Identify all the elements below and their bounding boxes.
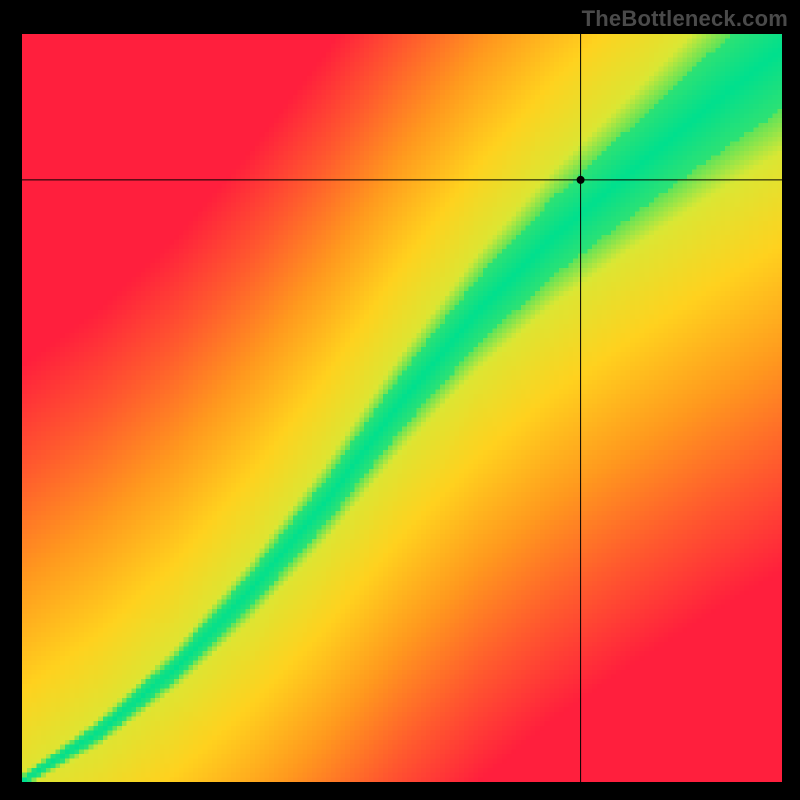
watermark-text: TheBottleneck.com xyxy=(582,6,788,32)
chart-container: { "meta": { "watermark_text": "TheBottle… xyxy=(0,0,800,800)
bottleneck-heatmap xyxy=(22,34,782,782)
